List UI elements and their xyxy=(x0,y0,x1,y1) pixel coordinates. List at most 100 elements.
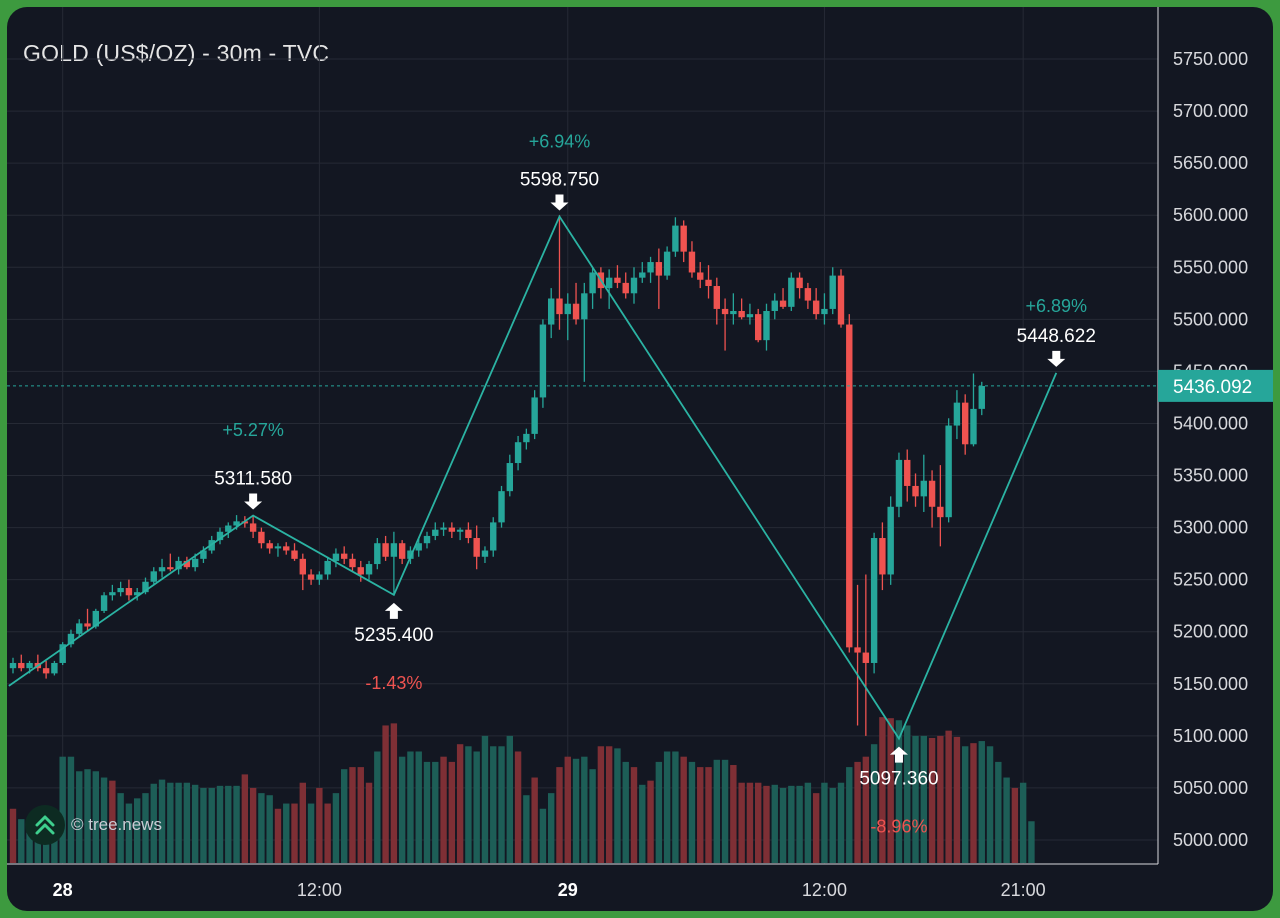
volume-bar xyxy=(423,761,431,863)
y-tick-label: 5600.000 xyxy=(1173,205,1248,225)
axes: 5750.000 5700.000 5650.000 5600.000 5550.000… xyxy=(7,7,1273,900)
volume-bar xyxy=(829,787,836,863)
volume-bar xyxy=(283,803,290,863)
candle-body xyxy=(564,303,571,315)
volume-bar xyxy=(531,777,538,863)
candle-body xyxy=(481,550,489,557)
candle-body xyxy=(398,543,406,559)
candle-body xyxy=(158,567,166,572)
volume-bar xyxy=(448,761,456,863)
volume-bar xyxy=(854,761,861,863)
candle-body xyxy=(730,311,737,315)
volume-bar xyxy=(1011,787,1019,863)
volume-bar xyxy=(995,761,1002,863)
candle-body xyxy=(978,385,985,409)
y-tick-label: 5100.000 xyxy=(1173,726,1248,746)
candle-body xyxy=(680,225,687,252)
candle-body xyxy=(51,662,58,674)
volume-bar xyxy=(274,808,282,863)
volume-bar xyxy=(597,746,605,863)
candle-body xyxy=(937,506,944,518)
pivot-price-label: 5598.750 xyxy=(520,170,599,191)
volume-bar xyxy=(639,784,646,863)
candle-body xyxy=(167,567,174,570)
y-tick-label: 5050.000 xyxy=(1173,778,1248,798)
candle-body xyxy=(225,525,232,532)
y-tick-label: 5400.000 xyxy=(1173,413,1248,433)
candle-body xyxy=(299,558,306,575)
volume-bar xyxy=(291,803,298,863)
candle-body xyxy=(117,587,124,593)
volume-bar xyxy=(945,730,952,863)
volume-bar xyxy=(225,785,232,863)
swing-percent-label: -8.96% xyxy=(870,817,927,837)
volume-bar xyxy=(895,720,903,863)
volume-bar xyxy=(755,782,762,863)
volume-bar xyxy=(564,756,571,863)
swing-percent-label: +5.27% xyxy=(222,420,284,440)
candle-body xyxy=(523,433,530,443)
candle-body xyxy=(365,564,373,575)
candle-body xyxy=(150,571,157,582)
volume-bar xyxy=(920,735,927,863)
candle-body xyxy=(349,558,356,568)
volume-bar xyxy=(150,783,157,863)
volume-bar xyxy=(680,756,687,863)
price-chart[interactable]: 5311.580 5235.400 5598.750 5097.360 5448.622… xyxy=(7,7,1273,911)
candle-body xyxy=(804,288,812,301)
y-tick-label: 5750.000 xyxy=(1173,49,1248,69)
y-tick-label: 5000.000 xyxy=(1173,830,1248,850)
volume-bar xyxy=(1003,777,1010,863)
volume-bar xyxy=(241,774,249,863)
candle-body xyxy=(738,311,745,318)
candle-body xyxy=(655,262,663,276)
candle-body xyxy=(970,408,977,445)
y-tick-label: 5250.000 xyxy=(1173,570,1248,590)
volume-bar xyxy=(672,751,679,863)
candle-body xyxy=(697,272,704,280)
volume-bar xyxy=(796,785,803,863)
volume-bar xyxy=(167,782,174,863)
candle-body xyxy=(216,531,224,541)
volume-bar xyxy=(357,767,364,863)
candle-body xyxy=(407,550,414,559)
candle-body xyxy=(498,491,505,523)
volume-bar xyxy=(191,784,199,863)
candle-body xyxy=(630,277,638,294)
volume-bar xyxy=(763,785,770,863)
volume-bar xyxy=(804,782,812,863)
volume-bar xyxy=(605,746,613,863)
y-tick-label: 5350.000 xyxy=(1173,466,1248,486)
volume-bar xyxy=(663,751,671,863)
volume-bar xyxy=(125,803,133,863)
candle-body xyxy=(928,480,936,507)
volume-bar xyxy=(622,761,629,863)
volume-bar xyxy=(59,756,66,863)
y-tick-label: 5500.000 xyxy=(1173,309,1248,329)
candle-body xyxy=(581,293,588,320)
candle-body xyxy=(473,538,480,557)
volume-bar xyxy=(200,787,207,863)
candle-body xyxy=(374,543,381,565)
candle-body xyxy=(854,647,861,653)
candle-body xyxy=(92,610,99,627)
candle-body xyxy=(837,275,845,325)
arrow-down-icon xyxy=(550,194,569,211)
candle-body xyxy=(746,314,754,318)
volume-bar xyxy=(481,735,489,863)
volume-bar xyxy=(879,717,886,863)
candle-body xyxy=(721,308,729,315)
candle-body xyxy=(879,538,886,575)
candle-body xyxy=(904,459,911,486)
candle-body xyxy=(249,523,257,532)
volume-bar xyxy=(382,725,389,863)
volume-bar xyxy=(456,744,464,863)
candle-body xyxy=(796,277,803,289)
candle-body xyxy=(109,592,116,596)
zigzag-line xyxy=(8,214,1058,741)
pivot-price-label: 5311.580 xyxy=(214,469,292,490)
chart-frame[interactable]: GOLD (US$/OZ) - 30m - TVC 5311.580 5235.4… xyxy=(7,7,1273,911)
volume-bar xyxy=(175,782,182,863)
volume-bar xyxy=(962,746,969,863)
volume-bar xyxy=(134,798,141,863)
